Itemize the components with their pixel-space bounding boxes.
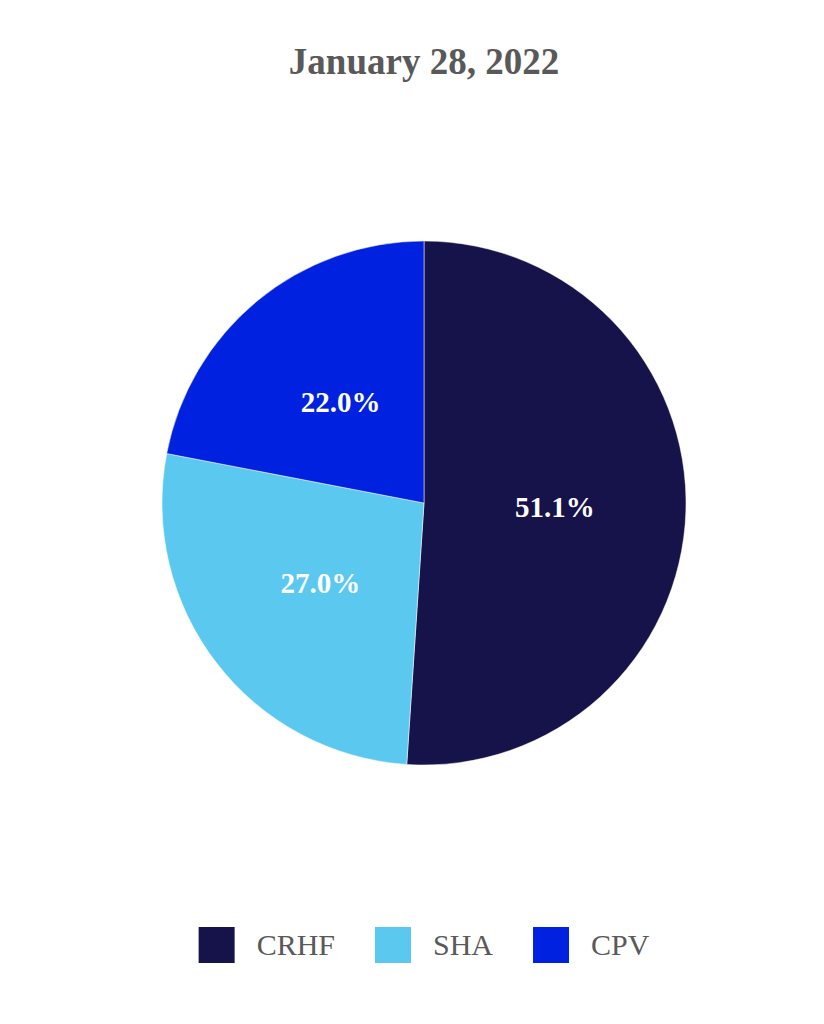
data-label: 51.1% <box>515 491 595 523</box>
slice <box>407 241 686 765</box>
legend-swatch <box>199 927 235 963</box>
legend: CRHF SHA CPV <box>199 927 650 963</box>
slice <box>167 241 424 503</box>
data-labels: 51.1% 27.0% 22.0% <box>280 386 594 599</box>
data-label: 22.0% <box>301 386 381 418</box>
legend-swatch <box>375 927 411 963</box>
slices <box>162 241 686 765</box>
title: January 28, 2022 <box>289 41 559 82</box>
legend-label: CRHF <box>257 928 335 961</box>
legend-label: CPV <box>591 928 650 961</box>
slice <box>162 454 424 765</box>
chart: January 28, 2022 51.1% 27.0% 22.0% CRHF SHA CP… <box>0 0 824 1024</box>
legend-swatch <box>533 927 569 963</box>
data-label: 27.0% <box>280 567 360 599</box>
legend-label: SHA <box>433 928 493 961</box>
